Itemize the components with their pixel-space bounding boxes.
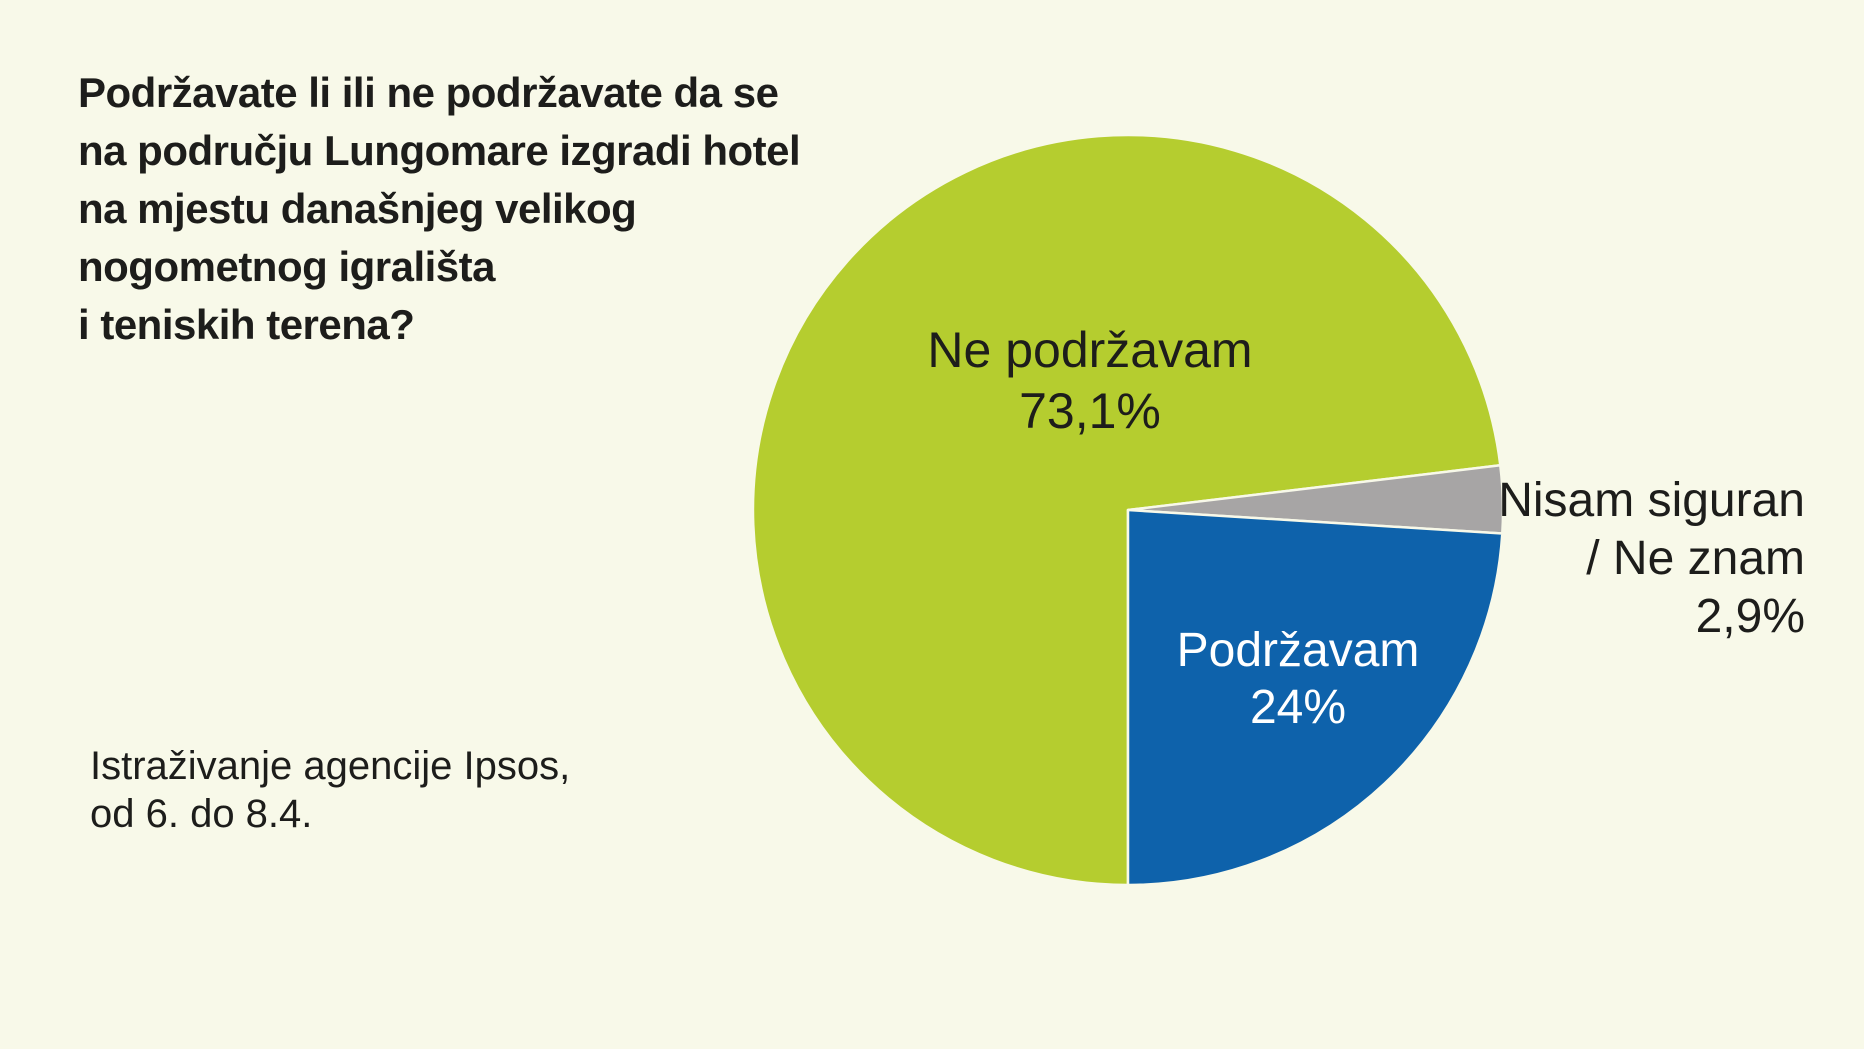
pie-slice-podr-avam xyxy=(1126,508,1504,887)
slice-name-line2: / Ne znam xyxy=(1586,532,1805,585)
slice-value: 73,1% xyxy=(1019,383,1161,439)
slice-label-podrzavam: Podržavam 24% xyxy=(1177,622,1420,736)
slice-name: Podržavam xyxy=(1176,624,1420,677)
slice-label-nisam-siguran: Nisam siguran / Ne znam 2,9% xyxy=(1498,472,1805,646)
slice-name: Ne podržavam xyxy=(927,322,1253,378)
slice-label-ne-podrzavam: Ne podržavam 73,1% xyxy=(927,320,1252,442)
source-note: Istraživanje agencije Ipsos, od 6. do 8.… xyxy=(90,744,571,836)
slice-value: 24% xyxy=(1249,681,1347,734)
chart-title: Podržavate li ili ne podržavate da se na… xyxy=(78,69,801,348)
slice-value: 2,9% xyxy=(1695,590,1805,643)
pie-slice-ne-podr-avam xyxy=(751,133,1502,887)
slice-name-line1: Nisam siguran xyxy=(1498,474,1805,527)
